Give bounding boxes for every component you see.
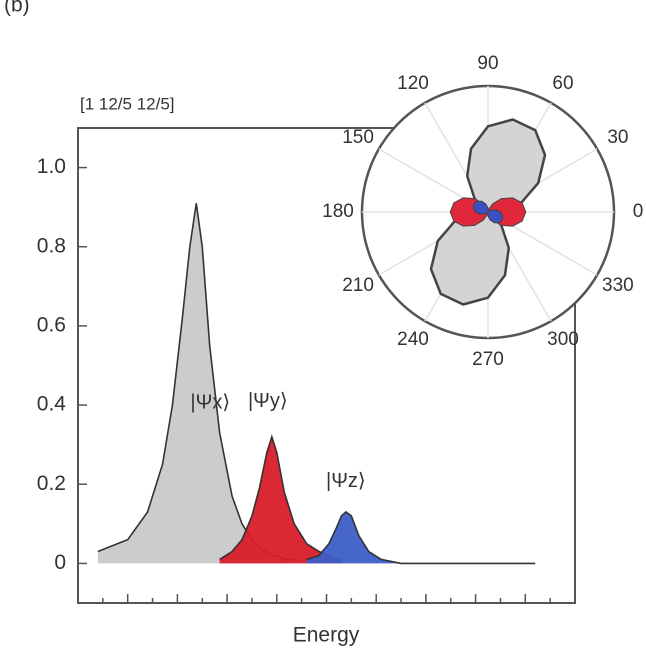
top-label: [1 12/5 12/5] (80, 94, 175, 113)
y-tick-label: 0.8 (37, 234, 66, 257)
y-tick-label: 0 (54, 551, 66, 574)
angle-label: 180 (322, 201, 354, 222)
angle-label: 240 (397, 329, 429, 350)
angle-label: 0 (633, 201, 644, 222)
polar-lobe (472, 200, 504, 224)
area (306, 511, 536, 564)
line (306, 510, 536, 565)
plot-area: 0 0.2 0.4 0.6 0.8 1.0 |Ψx⟩ |Ψy⟩ |Ψz⟩ (37, 127, 576, 604)
angle-label: 330 (602, 275, 634, 296)
y-tick-label: 0.4 (37, 393, 67, 416)
angle-label: 90 (477, 53, 498, 74)
y-tick-label: 0.6 (37, 313, 66, 336)
polar-inset: 0 30 60 90 120 150 180 210 240 270 300 330 (322, 53, 643, 370)
x-axis-label: Energy (293, 624, 360, 647)
angle-label: 30 (607, 127, 628, 148)
panel-label: (b) (4, 0, 30, 17)
area (97, 203, 295, 564)
area (219, 436, 342, 564)
angle-label: 60 (552, 73, 573, 94)
y-tick-label: 0.2 (37, 472, 66, 495)
series-label: |Ψy⟩ (248, 390, 288, 412)
angle-label: 150 (342, 127, 374, 148)
series-label: |Ψx⟩ (190, 391, 230, 413)
angle-label: 210 (342, 275, 374, 296)
y-tick-label: 1.0 (37, 155, 66, 178)
angle-label: 270 (472, 349, 504, 370)
series-label: |Ψz⟩ (326, 470, 366, 492)
angle-label: 300 (547, 329, 579, 350)
angle-label: 120 (397, 73, 429, 94)
